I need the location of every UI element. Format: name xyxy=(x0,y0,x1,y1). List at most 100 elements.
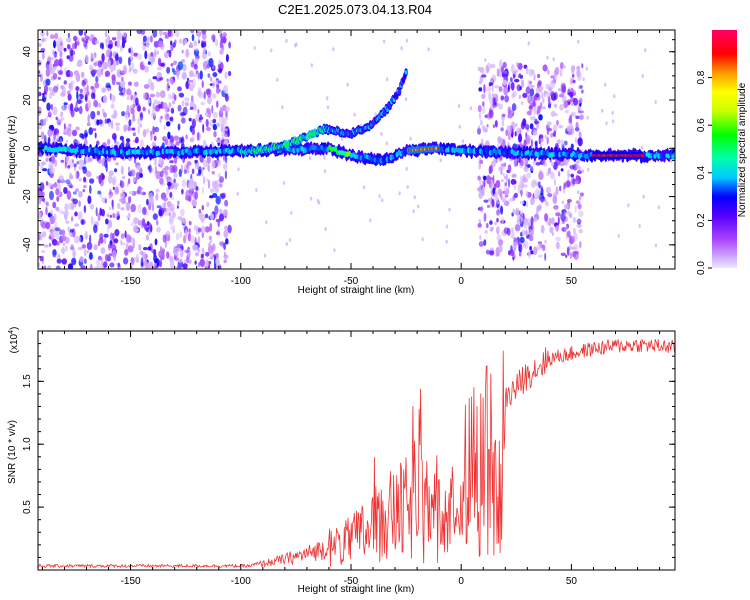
heatmap-noise-blob xyxy=(94,118,98,126)
heatmap-noise-blob xyxy=(216,122,221,127)
heatmap-noise-blob xyxy=(520,190,523,195)
heatmap-noise-blob xyxy=(45,206,48,216)
heatmap-noise-blob xyxy=(380,132,383,137)
heatmap-noise-blob xyxy=(288,238,292,242)
heatmap-noise-blob xyxy=(116,211,120,217)
heatmap-noise-blob xyxy=(209,76,213,82)
heatmap-noise-blob xyxy=(53,40,56,49)
heatmap-noise-blob xyxy=(84,35,90,41)
heatmap-noise-blob xyxy=(237,167,240,172)
heatmap-noise-blob xyxy=(78,191,83,198)
heatmap-noise-blob xyxy=(67,226,70,232)
heatmap-noise-blob xyxy=(170,40,173,46)
heatmap-trace-cell xyxy=(640,153,644,158)
heatmap-noise-blob xyxy=(527,79,531,87)
heatmap-noise-blob xyxy=(353,112,356,117)
heatmap-noise-blob xyxy=(197,249,201,253)
heatmap-noise-blob xyxy=(177,200,180,206)
heatmap-noise-blob xyxy=(135,97,139,106)
x-tick-label: -100 xyxy=(231,576,251,587)
heatmap-noise-blob xyxy=(550,217,555,225)
heatmap-noise-blob xyxy=(63,102,68,106)
heatmap-noise-blob xyxy=(514,224,521,232)
heatmap-noise-blob xyxy=(173,172,178,178)
heatmap-noise-blob xyxy=(525,67,529,75)
heatmap-noise-blob xyxy=(491,93,497,97)
heatmap-noise-blob xyxy=(613,94,616,99)
heatmap-noise-blob xyxy=(190,235,195,244)
heatmap-noise-blob xyxy=(178,136,182,144)
heatmap-noise-blob xyxy=(137,125,140,135)
heatmap-noise-blob xyxy=(222,37,227,44)
heatmap-noise-blob xyxy=(211,93,217,99)
heatmap-noise-blob xyxy=(530,116,533,120)
heatmap-noise-blob xyxy=(492,174,495,184)
heatmap-noise-blob xyxy=(120,180,125,189)
heatmap-noise-blob xyxy=(478,218,482,225)
heatmap-noise-blob xyxy=(310,63,313,68)
heatmap-noise-blob xyxy=(497,136,502,144)
colorbar-tick-label: 0.8 xyxy=(696,70,707,84)
heatmap-noise-blob xyxy=(142,45,146,51)
heatmap-noise-blob xyxy=(207,96,212,105)
heatmap-noise-blob xyxy=(87,195,92,204)
heatmap-noise-blob xyxy=(545,186,552,194)
heatmap-noise-blob xyxy=(496,68,500,77)
heatmap-noise-blob xyxy=(516,84,522,92)
heatmap-noise-blob xyxy=(198,166,202,174)
heatmap-noise-blob xyxy=(189,83,194,92)
heatmap-noise-blob xyxy=(91,73,95,78)
heatmap-noise-blob xyxy=(570,177,576,187)
heatmap-noise-blob xyxy=(481,105,486,115)
heatmap-noise-blob xyxy=(85,55,89,63)
heatmap-noise-blob xyxy=(67,164,71,169)
heatmap-noise-blob xyxy=(193,48,199,52)
heatmap-noise-blob xyxy=(161,248,165,253)
heatmap-noise-blob xyxy=(544,213,549,222)
snr-x-label: Height of straight line (km) xyxy=(298,584,415,595)
heatmap-noise-blob xyxy=(494,120,498,128)
heatmap-noise-blob xyxy=(111,74,116,81)
y-tick-label: 40 xyxy=(22,46,33,58)
heatmap-noise-blob xyxy=(219,48,224,55)
heatmap-noise-blob xyxy=(190,136,195,143)
heatmap-noise-blob xyxy=(62,242,66,247)
heatmap-noise-blob xyxy=(48,236,52,240)
heatmap-noise-blob xyxy=(211,34,216,41)
heatmap-noise-blob xyxy=(501,217,505,224)
heatmap-noise-blob xyxy=(559,104,564,111)
heatmap-noise-blob xyxy=(184,249,190,254)
heatmap-noise-blob xyxy=(137,220,143,226)
heatmap-noise-blob xyxy=(142,106,146,112)
heatmap-noise-blob xyxy=(576,223,582,228)
heatmap-noise-blob xyxy=(640,145,644,150)
heatmap-noise-blob xyxy=(308,156,312,160)
heatmap-noise-blob xyxy=(55,265,61,269)
heatmap-noise-blob xyxy=(97,103,102,108)
heatmap-noise-blob xyxy=(89,66,94,71)
heatmap-noise-blob xyxy=(144,261,150,269)
heatmap-noise-blob xyxy=(178,92,185,98)
heatmap-noise-blob xyxy=(43,37,47,42)
heatmap-noise-blob xyxy=(67,44,71,50)
heatmap-noise-blob xyxy=(137,105,141,112)
heatmap-noise-blob xyxy=(109,214,112,218)
colorbar-tick-label: 0.6 xyxy=(696,118,707,132)
heatmap-noise-blob xyxy=(575,200,581,204)
heatmap-noise-blob xyxy=(486,124,489,128)
heatmap-noise-blob xyxy=(204,213,209,219)
heatmap-noise-blob xyxy=(118,92,124,96)
heatmap-noise-blob xyxy=(49,164,53,175)
heatmap-noise-blob xyxy=(179,250,184,258)
heatmap-noise-blob xyxy=(547,69,550,75)
heatmap-noise-blob xyxy=(489,82,494,86)
heatmap-noise-blob xyxy=(511,128,514,136)
heatmap-noise-blob xyxy=(530,180,536,188)
heatmap-noise-blob xyxy=(101,174,106,180)
heatmap-noise-blob xyxy=(102,94,108,104)
heatmap-noise-blob xyxy=(488,91,491,101)
heatmap-noise-blob xyxy=(530,250,534,255)
heatmap-noise-blob xyxy=(204,112,208,116)
heatmap-noise-blob xyxy=(572,235,576,244)
heatmap-noise-blob xyxy=(59,59,62,65)
